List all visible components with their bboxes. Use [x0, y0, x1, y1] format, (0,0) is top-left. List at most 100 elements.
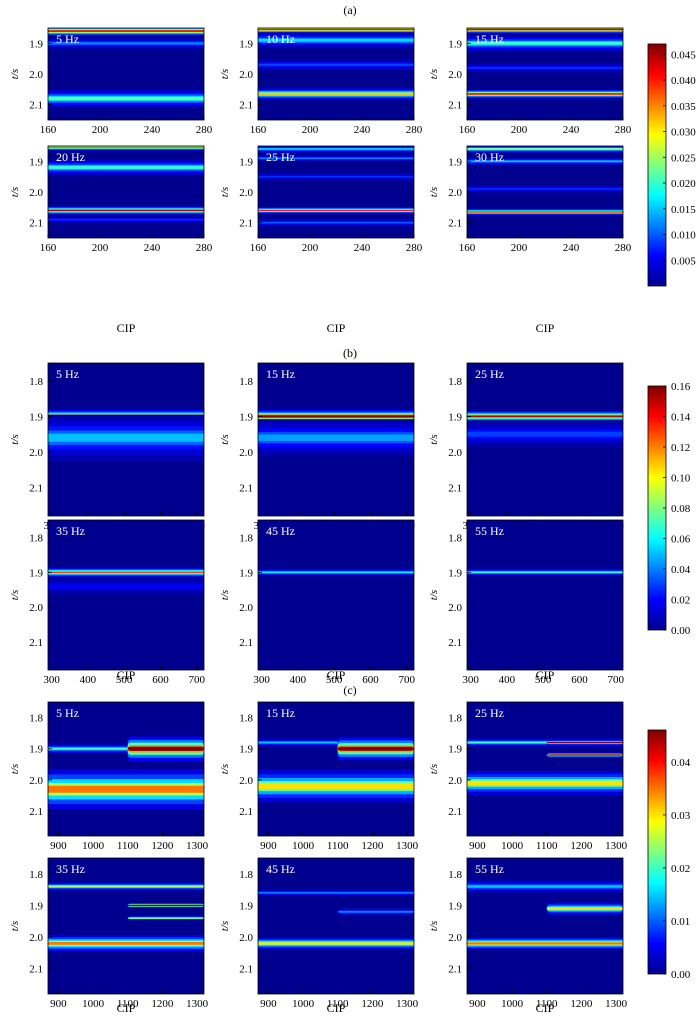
panel-15-hz: 15 Hz 1.9 2.0 2.1 t/s 160 200 240 280: [428, 27, 632, 136]
colorbar-tick-label: 0.04: [671, 757, 691, 769]
heatmap-band: [127, 902, 204, 908]
panel-heatmap: [467, 520, 623, 670]
heatmap-band: [467, 738, 623, 747]
y-tick-label: 2.0: [29, 775, 43, 787]
x-tick-label: 200: [302, 242, 319, 254]
x-tick-label: 160: [40, 242, 57, 254]
heatmap-band: [258, 146, 414, 154]
heatmap-band-layer: [258, 892, 414, 894]
colorbar-tick-label: 0.045: [671, 49, 696, 61]
y-tick-label: 1.8: [239, 532, 253, 544]
heatmap-band: [48, 935, 204, 952]
x-tick-label: 700: [607, 674, 624, 686]
heatmap-band-layer: [127, 746, 204, 751]
panel-heatmap: [467, 28, 623, 120]
panel-freq-label: 25 Hz: [266, 150, 295, 164]
y-tick-label: 1.8: [29, 532, 43, 544]
panel-heatmap: [48, 28, 204, 120]
y-tick-label: 1.9: [29, 567, 43, 579]
heatmap-band: [258, 28, 414, 34]
y-tick-label: 2.0: [448, 187, 462, 199]
x-tick-label: 900: [260, 998, 277, 1010]
y-tick-label: 1.9: [448, 411, 462, 423]
chart-title: (b): [343, 346, 357, 360]
y-tick-label: 1.9: [29, 900, 43, 912]
heatmap-band-layer: [48, 146, 204, 149]
y-tick-label: 2.1: [239, 806, 253, 818]
heatmap-band-layer: [467, 415, 623, 418]
y-tick-label: 1.8: [29, 869, 43, 881]
x-tick-label: 280: [406, 124, 423, 136]
x-tick-label: 400: [499, 674, 516, 686]
x-tick-label: 300: [253, 674, 270, 686]
y-tick-label: 2.1: [239, 964, 253, 976]
heatmap-band-layer: [467, 942, 623, 945]
y-axis-label: t/s: [219, 590, 231, 600]
y-tick-label: 2.0: [29, 69, 43, 81]
panel-heatmap: [48, 363, 204, 516]
heatmap-band: [258, 207, 414, 214]
colorbar-tick-label: 0.040: [671, 75, 696, 87]
heatmap-band-layer: [546, 741, 623, 744]
heatmap-band-layer: [48, 433, 204, 442]
y-tick-label: 1.9: [448, 744, 462, 756]
heatmap-band: [258, 155, 414, 162]
heatmap-band-layer: [127, 917, 204, 919]
heatmap-band: [48, 577, 204, 596]
panel-freq-label: 10 Hz: [266, 32, 295, 46]
panel-frame: [257, 857, 415, 995]
heatmap-band-layer: [258, 175, 414, 178]
x-tick-label: 160: [250, 242, 267, 254]
heatmap-band-layer: [258, 28, 414, 31]
x-tick-label: 1100: [327, 998, 349, 1010]
panel-background: [258, 520, 414, 670]
panel-freq-label: 5 Hz: [56, 706, 79, 720]
heatmap-band: [467, 89, 623, 99]
heatmap-band-layer: [258, 415, 414, 418]
heatmap-band-layer: [258, 221, 414, 224]
y-tick-label: 1.8: [239, 713, 253, 725]
heatmap-band: [258, 32, 414, 49]
y-tick-label: 2.1: [29, 806, 43, 818]
heatmap-band-layer: [467, 571, 623, 573]
panel-frame: [47, 519, 205, 671]
heatmap-band: [546, 752, 623, 758]
panel-heatmap: [48, 702, 204, 836]
y-axis-label: t/s: [428, 187, 440, 197]
heatmap-band-layer: [258, 783, 414, 789]
colorbar-tick-label: 0.04: [671, 564, 691, 576]
heatmap-band: [467, 568, 623, 576]
x-axis-label: CIP: [327, 321, 346, 335]
panel-freq-label: 55 Hz: [475, 862, 504, 876]
panel-frame: [466, 701, 624, 837]
heatmap-band-layer: [258, 63, 414, 66]
y-tick-label: 2.1: [29, 100, 43, 112]
x-tick-label: 280: [406, 242, 423, 254]
colorbar-tick-label: 0.00: [671, 969, 691, 981]
x-tick-label: 1200: [570, 840, 593, 852]
heatmap-band: [48, 215, 204, 224]
colorbar-tick-label: 0.005: [671, 255, 696, 267]
x-axis-label: CIP: [117, 321, 136, 335]
heatmap-band-layer: [48, 42, 204, 45]
panel-45-hz: 45 Hz 1.8 1.9 2.0 2.1 t/s 900 1000 1100 1200 1300 C…: [219, 857, 419, 1015]
heatmap-band: [127, 915, 204, 921]
colorbar-tick-label: 0.10: [671, 473, 691, 485]
x-tick-label: 280: [196, 242, 213, 254]
x-axis-label: CIP: [536, 668, 555, 682]
panel-freq-label: 45 Hz: [266, 524, 295, 538]
heatmap-band: [258, 769, 414, 803]
panel-heatmap: [258, 858, 414, 994]
x-tick-label: 1000: [501, 840, 524, 852]
heatmap-band-layer: [48, 209, 204, 212]
panel-heatmap: [258, 520, 414, 670]
panel-freq-label: 5 Hz: [56, 367, 79, 381]
panel-heatmap: [258, 702, 414, 836]
colorbar: 0.00 0.02 0.04 0.06 0.08 0.10 0.12 0.14 0.16: [647, 381, 691, 637]
heatmap-band: [546, 740, 623, 745]
y-tick-label: 1.9: [448, 900, 462, 912]
heatmap-band: [48, 28, 204, 36]
x-axis-label: CIP: [536, 1001, 555, 1015]
x-tick-label: 160: [40, 124, 57, 136]
